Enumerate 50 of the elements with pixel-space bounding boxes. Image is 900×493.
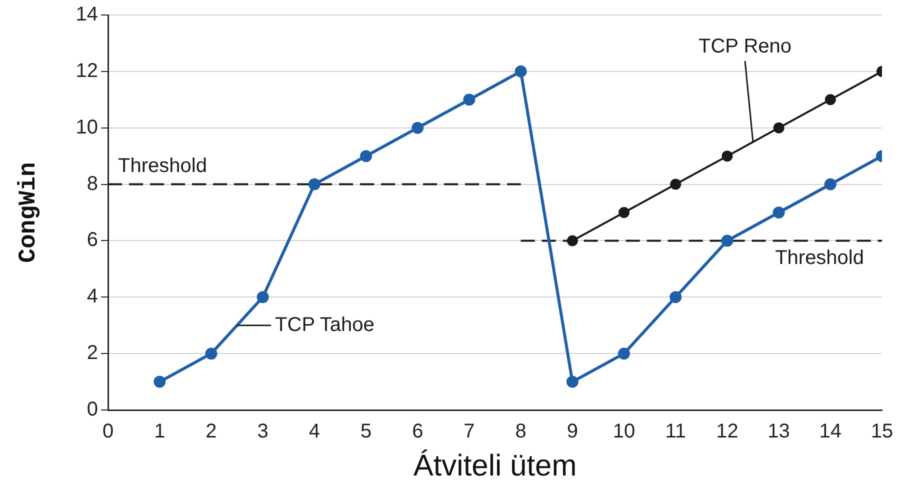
point: [360, 150, 372, 162]
x-tick-label: 4: [308, 420, 320, 443]
x-axis-title: Átviteli ütem: [413, 448, 577, 482]
y-tick-label: 0: [86, 398, 98, 421]
y-tick-label: 8: [86, 172, 98, 195]
x-tick-label: 8: [515, 420, 526, 443]
y-axis-title: CongWin: [15, 162, 42, 263]
point: [772, 206, 785, 218]
x-tick-label: 11: [665, 420, 686, 443]
point: [566, 376, 578, 388]
x-tick-label: 12: [716, 420, 738, 443]
x-tick-label: 15: [870, 420, 894, 443]
point: [824, 178, 836, 190]
x-tick-label: 3: [257, 420, 268, 443]
text: TCP Reno: [698, 35, 792, 58]
x-tick-label: 6: [412, 420, 424, 443]
point: [618, 207, 630, 218]
point: [773, 122, 784, 134]
point: [670, 291, 682, 304]
x-tick-label: 2: [206, 420, 217, 443]
point: [721, 234, 734, 247]
x-tick-label: 10: [612, 420, 636, 443]
x-tick-label: 1: [154, 420, 166, 443]
x-tick-label: 13: [768, 420, 790, 443]
y-tick-label: 6: [86, 229, 98, 252]
point: [308, 178, 320, 190]
point: [154, 376, 166, 388]
x-tick-label: 5: [360, 420, 372, 443]
y-tick-label: 14: [76, 4, 98, 26]
y-tick-label: 12: [76, 60, 98, 82]
x-tick-label: 7: [464, 420, 475, 443]
point: [412, 122, 424, 134]
point: [463, 94, 476, 106]
point: [670, 178, 682, 190]
point: [256, 291, 269, 304]
x-tick-label: 14: [819, 420, 842, 443]
series-label: Threshold: [775, 247, 864, 270]
point: [824, 94, 836, 106]
x-tick-label: 9: [566, 420, 578, 443]
y-tick-label: 2: [86, 342, 98, 364]
point: [722, 150, 733, 162]
point: [205, 348, 218, 360]
y-tick-label: 4: [86, 286, 98, 308]
point: [618, 348, 630, 360]
y-tick-label: 10: [76, 116, 98, 138]
point: [566, 235, 578, 246]
x-tick-label: 0: [102, 420, 114, 443]
point: [514, 65, 527, 78]
series-label: Threshold: [118, 154, 207, 177]
annotation: TCP Tahoe: [275, 314, 374, 336]
